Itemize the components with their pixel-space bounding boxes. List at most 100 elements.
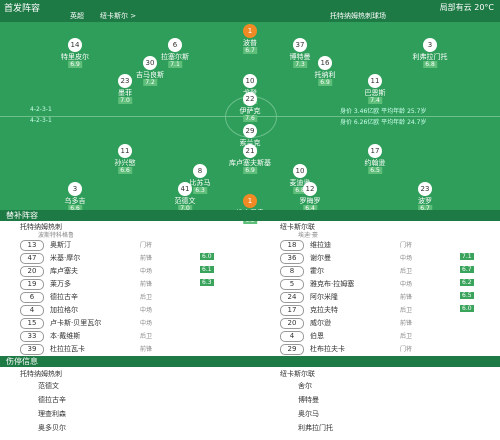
sub-row[interactable]: 24 阿尔米隆 xyxy=(280,292,338,303)
sub-row[interactable]: 15 卢卡斯·贝里瓦尔 xyxy=(20,318,101,329)
player-name: 巴恩斯 xyxy=(364,89,386,97)
sub-rating: 6.0 xyxy=(460,305,474,312)
sub-row[interactable]: 13 奥斯汀 xyxy=(20,240,71,251)
top-bar: 首发阵容 局部有云 20°C 英超 纽卡斯尔 > 托特纳姆热刺球场 xyxy=(0,0,500,22)
player-rating: 7.6 xyxy=(243,115,257,122)
player-rating: 7.0 xyxy=(178,205,192,212)
injured-player: 舍尔 xyxy=(298,382,312,390)
player-number: 14 xyxy=(68,38,82,52)
player-name: 比苏马 xyxy=(189,179,211,187)
sub-row[interactable]: 36 谢尔曼 xyxy=(280,253,331,264)
sub-position: 后卫 xyxy=(400,307,413,314)
sub-row[interactable]: 20 库卢塞夫 xyxy=(20,266,78,277)
injured-player: 奥多贝尔 xyxy=(38,424,66,432)
player-number: 8 xyxy=(193,164,207,178)
sub-row[interactable]: 6 德拉古辛 xyxy=(20,292,78,303)
injured-player: 奥尔马 xyxy=(298,410,319,418)
sub-number: 15 xyxy=(20,318,44,329)
player-name: 约翰逊 xyxy=(364,159,386,167)
sub-rating: 6.2 xyxy=(460,279,474,286)
team-name: 托特纳姆热刺 xyxy=(20,370,62,378)
sub-row[interactable]: 33 本·戴维斯 xyxy=(20,331,80,342)
player-number: 12 xyxy=(303,182,317,196)
sub-row[interactable]: 39 杜拉拉瓦卡 xyxy=(20,344,85,355)
player-number: 29 xyxy=(243,124,257,138)
sub-rating: 6.5 xyxy=(460,292,474,299)
player-rating: 7.2 xyxy=(143,79,157,86)
sub-name: 杜布拉夫卡 xyxy=(310,345,345,353)
player-name: 墨菲 xyxy=(118,89,132,97)
player-rating: 6.6 xyxy=(68,205,82,212)
sub-row[interactable]: 29 杜布拉夫卡 xyxy=(280,344,345,355)
sub-position: 后卫 xyxy=(400,333,413,340)
player-rating: 6.8 xyxy=(293,187,307,194)
sub-position: 后卫 xyxy=(140,294,153,301)
sub-number: 33 xyxy=(20,331,44,342)
player-number: 30 xyxy=(143,56,157,70)
sub-position: 门将 xyxy=(140,242,153,249)
player-number: 23 xyxy=(118,74,132,88)
sub-rating: 6.0 xyxy=(200,253,214,260)
sub-row[interactable]: 17 克拉夫特 xyxy=(280,305,338,316)
player-name: 乌多吉 xyxy=(64,197,86,205)
sub-row[interactable]: 18 维拉迪 xyxy=(280,240,331,251)
sub-number: 19 xyxy=(20,279,44,290)
sub-number: 13 xyxy=(20,240,44,251)
coach: 埃迪·豪 xyxy=(298,232,318,239)
sub-row[interactable]: 20 威尔逊 xyxy=(280,318,331,329)
team-name: 纽卡斯尔联 xyxy=(280,223,315,231)
sub-name: 维拉迪 xyxy=(310,241,331,249)
sub-number: 5 xyxy=(280,279,304,290)
player-name: 利弗拉门托 xyxy=(412,53,448,61)
sub-position: 前锋 xyxy=(140,281,153,288)
sub-name: 奥斯汀 xyxy=(50,241,71,249)
player-name: 罗梅罗 xyxy=(299,197,321,205)
sub-rating: 6.3 xyxy=(200,279,214,286)
player-rating: 6.7 xyxy=(243,47,257,54)
team-info: 身价 6.26亿欧 平均年龄 24.7岁 xyxy=(340,119,427,126)
sub-row[interactable]: 4 加拉格尔 xyxy=(20,305,78,316)
sub-position: 中场 xyxy=(400,281,413,288)
sub-row[interactable]: 19 莱万多 xyxy=(20,279,71,290)
player-number: 17 xyxy=(368,144,382,158)
opponent-link[interactable]: 纽卡斯尔 > xyxy=(100,12,137,20)
injured-player: 利弗拉门托 xyxy=(298,424,333,432)
sub-name: 雅克布·拉姆塞 xyxy=(310,280,355,288)
section-title: 伤停信息 xyxy=(0,356,500,367)
player-rating: 6.9 xyxy=(243,167,257,174)
player-name: 托纳利 xyxy=(314,71,336,79)
player-name: 吉马良斯 xyxy=(136,71,164,79)
pitch: 4-2-3-1 身价 3.46亿欧 平均年龄 25.7岁 4-2-3-1 身价 … xyxy=(0,22,500,224)
sub-number: 6 xyxy=(20,292,44,303)
sub-rating: 6.7 xyxy=(460,266,474,273)
sub-name: 莱万多 xyxy=(50,280,71,288)
sub-name: 米基·摩尔 xyxy=(50,254,81,262)
sub-position: 中场 xyxy=(140,268,153,275)
sub-name: 库卢塞夫 xyxy=(50,267,78,275)
player-number: 11 xyxy=(368,74,382,88)
injured-player: 博特曼 xyxy=(298,396,319,404)
sub-number: 4 xyxy=(20,305,44,316)
player-number: 6 xyxy=(168,38,182,52)
sub-row[interactable]: 5 雅克布·拉姆塞 xyxy=(280,279,354,290)
player-rating: 7.1 xyxy=(168,61,182,68)
title: 首发阵容 xyxy=(4,4,41,14)
formation: 4-2-3-1 xyxy=(30,106,52,113)
sub-position: 后卫 xyxy=(400,268,413,275)
formation: 4-2-3-1 xyxy=(30,117,52,124)
sub-row[interactable]: 4 伯恩 xyxy=(280,331,324,342)
sub-name: 谢尔曼 xyxy=(310,254,331,262)
sub-number: 8 xyxy=(280,266,304,277)
sub-rating: 7.1 xyxy=(460,253,474,260)
sub-row[interactable]: 47 米基·摩尔 xyxy=(20,253,80,264)
sub-number: 18 xyxy=(280,240,304,251)
player-number: 22 xyxy=(243,92,257,106)
player-rating: 7.3 xyxy=(293,61,307,68)
sub-row[interactable]: 8 霍尔 xyxy=(280,266,324,277)
sub-position: 后卫 xyxy=(140,333,153,340)
team-name: 托特纳姆热刺 xyxy=(20,223,62,231)
section-title: 替补阵容 xyxy=(0,210,500,221)
sub-number: 4 xyxy=(280,331,304,342)
player-number: 3 xyxy=(423,38,437,52)
team-info: 身价 3.46亿欧 平均年龄 25.7岁 xyxy=(340,108,427,115)
